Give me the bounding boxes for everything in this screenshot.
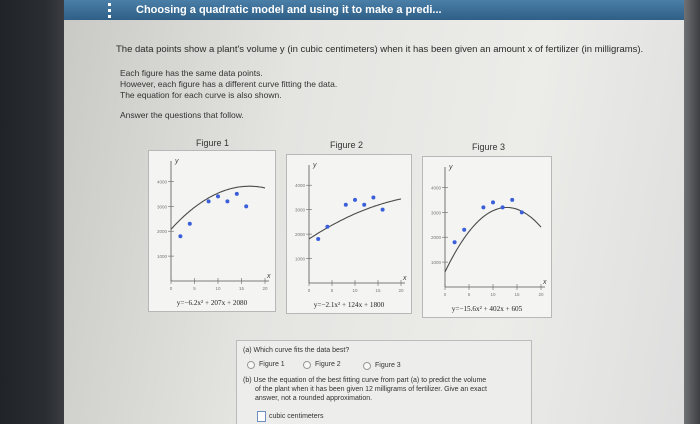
y-tick-label: 2000 (295, 232, 306, 237)
data-point (510, 197, 515, 202)
data-point (462, 227, 467, 232)
data-point (362, 202, 367, 207)
questions-panel: (a) Which curve fits the data best? Figu… (236, 340, 532, 424)
x-tick-label: 20 (398, 288, 404, 293)
main-content: The data points show a plant's volume y … (64, 20, 684, 424)
question-b-line-1: (b) Use the equation of the best fitting… (243, 377, 487, 384)
window-title: Choosing a quadratic model and using it … (136, 4, 442, 16)
monitor-bezel-right (684, 0, 700, 424)
monitor-bezel-left (0, 0, 64, 424)
answer-prompt: Answer the questions that follow. (120, 110, 244, 120)
x-tick-label: 15 (514, 292, 520, 297)
figure-1-label: Figure 1 (196, 138, 230, 148)
y-tick-label: 1000 (157, 254, 168, 259)
menu-icon[interactable] (96, 0, 122, 20)
question-a-text: (a) Which curve fits the data best? (243, 347, 350, 354)
figure-2-plot: y x 4000 3000 2000 1000 0 5 10 15 20 y=−2.1x² + 124… (295, 162, 407, 309)
figure-2: y x 4000 3000 2000 1000 0 5 10 15 20 y=−2.1x² + 124… (286, 154, 412, 314)
curve-equation: y=−2.1x² + 124x + 1800 (314, 301, 385, 309)
data-point (353, 197, 357, 202)
info-line-2: However, each figure has a different cur… (120, 79, 338, 89)
y-tick-label: 3000 (157, 204, 168, 209)
data-point (380, 207, 385, 212)
y-tick-label: 4000 (431, 185, 442, 190)
question-b-line-2: of the plant when it has been given 12 m… (255, 386, 487, 393)
figure-2-label: Figure 2 (330, 140, 364, 150)
x-tick-label: 0 (444, 292, 447, 297)
answer-unit: cubic centimeters (269, 413, 324, 420)
fitted-curve (308, 198, 402, 240)
fitted-curve (170, 185, 266, 230)
x-tick-label: 5 (193, 286, 196, 291)
curve-equation: y=−15.6x² + 402x + 605 (452, 305, 523, 313)
data-point (178, 234, 183, 239)
data-point (244, 204, 249, 209)
data-point (325, 224, 330, 229)
y-axis-letter: y (448, 164, 453, 171)
question-b-line-3: answer, not a rounded approximation. (255, 395, 373, 402)
radio-figure-1[interactable] (247, 361, 255, 369)
figure-3: y x 4000 3000 2000 1000 0 5 10 15 20 y=−15.6x² + 40… (422, 156, 552, 318)
fitted-curve (444, 206, 542, 273)
info-line-3: The equation for each curve is also show… (120, 90, 282, 100)
curve-equation: y=−6.2x² + 207x + 2080 (177, 299, 248, 307)
data-point (491, 200, 495, 205)
figure-1-plot: y x 4000 3000 2000 1000 0 5 10 15 20 y=−6.2x² + 207… (157, 158, 271, 307)
option-figure-1-label: Figure 1 (259, 361, 285, 368)
problem-info: Each figure has the same data points. Ho… (120, 68, 337, 101)
y-tick-label: 4000 (295, 183, 306, 188)
data-point (481, 205, 486, 210)
x-tick-label: 20 (538, 292, 544, 297)
x-axis-letter: x (266, 273, 271, 280)
y-tick-label: 1000 (431, 260, 442, 265)
y-tick-label: 3000 (295, 208, 306, 213)
x-tick-label: 15 (239, 286, 245, 291)
x-tick-label: 15 (375, 288, 381, 293)
x-tick-label: 10 (490, 292, 496, 297)
y-tick-label: 2000 (157, 229, 168, 234)
x-axis-letter: x (542, 279, 547, 286)
x-tick-label: 5 (468, 292, 471, 297)
figure-3-label: Figure 3 (472, 142, 506, 152)
data-point (343, 202, 348, 207)
data-point (225, 199, 230, 204)
data-point (519, 210, 524, 215)
x-axis-letter: x (402, 275, 407, 282)
title-bar: Choosing a quadratic model and using it … (64, 0, 700, 20)
data-point (206, 199, 211, 204)
y-tick-label: 4000 (157, 179, 168, 184)
y-axis-letter: y (174, 158, 179, 165)
x-tick-label: 5 (331, 288, 334, 293)
radio-figure-3[interactable] (363, 362, 371, 370)
y-tick-label: 1000 (295, 257, 306, 262)
x-tick-label: 10 (352, 288, 358, 293)
data-point (371, 195, 376, 200)
info-line-1: Each figure has the same data points. (120, 68, 263, 78)
data-point (500, 205, 505, 210)
radio-figure-2[interactable] (303, 361, 311, 369)
figure-3-plot: y x 4000 3000 2000 1000 0 5 10 15 20 y=−15.6x² + 40… (431, 164, 547, 313)
data-point (452, 240, 457, 245)
data-point (234, 191, 239, 196)
data-point (187, 221, 192, 226)
option-figure-3-label: Figure 3 (375, 362, 401, 369)
x-tick-label: 20 (262, 286, 268, 291)
y-tick-label: 3000 (431, 210, 442, 215)
problem-intro: The data points show a plant's volume y … (116, 44, 644, 55)
y-axis-letter: y (312, 162, 317, 169)
answer-input[interactable] (257, 411, 266, 422)
x-tick-label: 10 (215, 286, 221, 291)
x-tick-label: 0 (170, 286, 173, 291)
option-figure-2-label: Figure 2 (315, 361, 341, 368)
data-point (216, 194, 220, 199)
data-point (316, 237, 321, 241)
figure-1: y x 4000 3000 2000 1000 0 5 10 15 20 y=−6.2x² + 207… (148, 150, 276, 312)
x-tick-label: 0 (308, 288, 311, 293)
y-tick-label: 2000 (431, 235, 442, 240)
